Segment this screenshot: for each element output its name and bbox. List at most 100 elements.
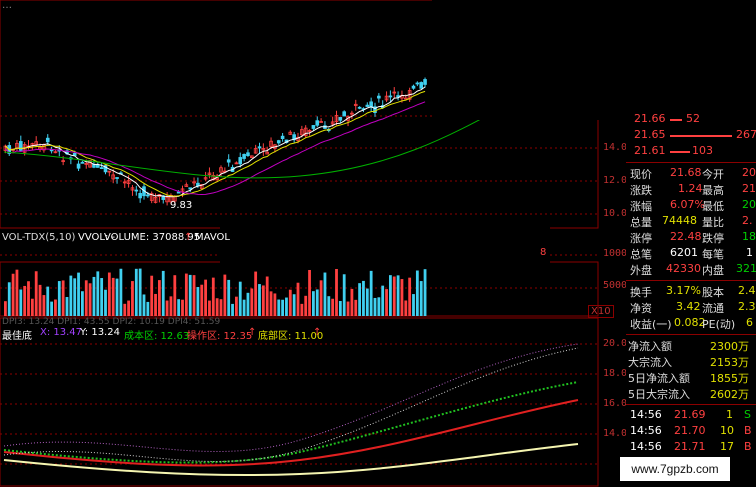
volume-bar [404, 300, 408, 316]
candle [122, 181, 127, 184]
ma20-line [5, 101, 426, 196]
candle [373, 106, 377, 113]
candle [207, 172, 212, 175]
stats-row: 净资 3.42 流通 2.3 [630, 300, 756, 315]
volume-bar [54, 299, 57, 316]
volume-bar [123, 303, 127, 316]
candle [153, 196, 158, 203]
vol-indicator-name[interactable]: VOL-TDX(5,10) [2, 232, 76, 243]
quote-panel: 21.66 52 21.65 267 21.61 103 现价 21.68 今开 2… [626, 0, 756, 487]
panel-frame [0, 317, 599, 487]
order-book-row[interactable]: 21.61 103 [634, 144, 713, 157]
volume-bar [312, 291, 315, 316]
candle [261, 147, 266, 151]
candle [80, 161, 85, 164]
volume-bar [219, 299, 223, 316]
candle [249, 155, 254, 158]
volume-bar [134, 268, 138, 316]
volume-value: VOLUME: 37088.95 [104, 232, 201, 243]
volume-bar [300, 303, 304, 316]
volume-bar [377, 297, 381, 316]
volume-bar [111, 277, 115, 316]
candle [149, 193, 154, 201]
volume-bar [4, 301, 7, 316]
volume-bar [277, 299, 281, 316]
top-header: … [2, 0, 12, 11]
volume-bar [288, 289, 292, 316]
order-book-row[interactable]: 21.66 52 [634, 112, 700, 125]
divider [626, 280, 756, 281]
divider [626, 162, 756, 163]
quote-row: 涨跌 1.24 最高 21 [630, 182, 756, 197]
y-line [3, 347, 579, 462]
mavol-label: MAVOL [195, 232, 230, 243]
candle [76, 163, 81, 169]
volume-bar [138, 268, 142, 316]
watermark: www.7gpzb.com [620, 457, 730, 481]
hidden-region [432, 0, 602, 120]
volume-bar [265, 276, 269, 316]
candle [280, 135, 285, 140]
candle [419, 82, 423, 89]
candle [353, 103, 358, 106]
volume-bar [184, 273, 188, 316]
volume-bar [235, 296, 238, 316]
volume-bar [131, 281, 134, 316]
volume-bar [319, 280, 323, 316]
order-book-row[interactable]: 21.65 267 [634, 128, 756, 141]
indicator-tick: 18.00 [603, 368, 634, 379]
candle [45, 137, 50, 143]
candle [265, 151, 269, 155]
chart-area[interactable] [0, 0, 600, 487]
volume-bar [281, 299, 284, 316]
candle [319, 121, 323, 123]
low-price-marker: 9.83 [170, 200, 193, 211]
volume-bar [358, 283, 361, 316]
volume-chart[interactable] [4, 268, 427, 316]
volume-bar [419, 281, 423, 316]
vol-tick: 10000 [603, 248, 634, 259]
volume-bar [181, 299, 184, 316]
volume-bar [400, 279, 404, 316]
candlestick-chart[interactable] [3, 59, 599, 206]
candle [115, 177, 119, 179]
volume-bar [169, 296, 173, 316]
candle [350, 112, 354, 115]
candle [377, 95, 381, 99]
volume-bar [11, 273, 15, 316]
volume-bar [296, 282, 300, 316]
volume-bar [392, 276, 396, 316]
volume-bar [273, 293, 277, 316]
volume-bar [30, 298, 34, 316]
volume-bar [69, 275, 73, 316]
volume-bar [200, 284, 204, 316]
cost-zone-line [3, 381, 579, 464]
candle [111, 174, 116, 180]
candle [253, 148, 258, 154]
volume-bar [369, 270, 373, 316]
x-line [3, 343, 579, 452]
volume-bar [362, 280, 365, 316]
volume-bar [38, 284, 42, 316]
quote-row: 涨停 22.48 跌停 18 [630, 230, 756, 245]
candle [146, 194, 150, 197]
volume-bar [146, 301, 150, 316]
volume-bar [365, 288, 369, 316]
volume-bar [342, 274, 346, 316]
candle [34, 141, 38, 145]
volume-bar [350, 288, 354, 316]
candle [288, 131, 293, 135]
price-tick: 10.00 [603, 208, 634, 219]
volume-bar [7, 282, 11, 316]
candle [365, 104, 370, 107]
volume-bar [115, 278, 119, 316]
volume-bar [423, 269, 427, 316]
volume-bar [208, 300, 211, 316]
candle [242, 153, 246, 159]
best-bottom-label[interactable]: 最佳底 [2, 331, 32, 342]
candle [184, 184, 189, 187]
indicator-chart[interactable] [3, 343, 579, 477]
volume-marker: 8 [540, 247, 547, 258]
candle [246, 152, 250, 156]
